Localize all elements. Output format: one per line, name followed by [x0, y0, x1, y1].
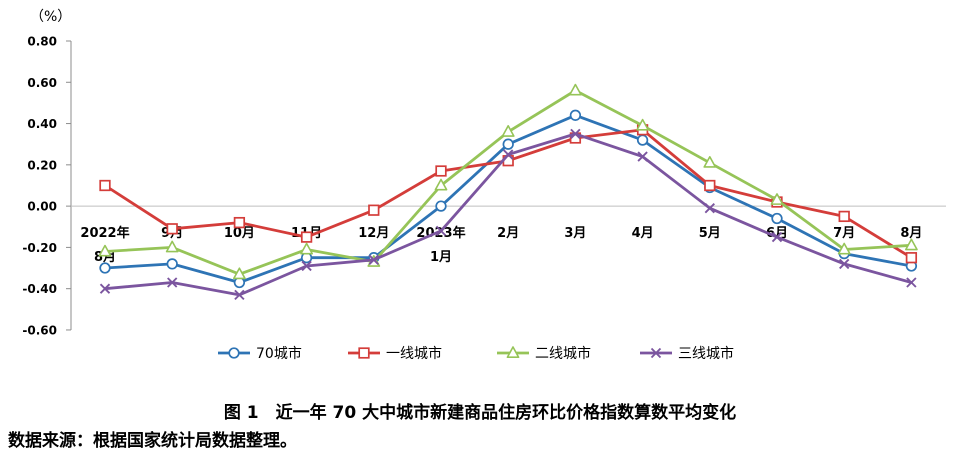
data-point-tier-2-cities — [703, 155, 717, 168]
data-point-70-cities — [502, 138, 514, 150]
data-point-tier-1-cities — [368, 204, 380, 216]
x-tick-label: 5月 — [699, 226, 721, 241]
data-point-tier-1-cities — [905, 252, 918, 264]
x-tick-label: 10月 — [224, 226, 255, 241]
data-point-70-cities — [569, 109, 582, 121]
legend-label: 三线城市 — [678, 345, 734, 362]
y-tick-label: 0.80 — [27, 35, 57, 49]
axes: 0.80 0.60 0.40 0.20 0.00 -0.20 -0.40 -0.60 — [22, 35, 946, 338]
data-point-70-cities — [771, 212, 783, 225]
y-tick-label: -0.20 — [22, 241, 57, 255]
data-point-tier-1-cities — [435, 165, 447, 177]
series-tier-2-cities — [98, 83, 918, 280]
x-tick-label: 12月 — [358, 226, 389, 241]
data-point-tier-3-cities — [704, 203, 715, 214]
legend-cross-marker-icon — [650, 347, 662, 359]
legend-item-tier-1-cities: 一线城市 — [348, 345, 442, 362]
data-point-tier-3-cities — [637, 151, 648, 162]
data-point-tier-3-cities — [771, 231, 783, 243]
data-point-tier-2-cities — [770, 193, 784, 205]
legend-item-70-cities: 70城市 — [218, 345, 302, 362]
x-tick-label: 8月 — [900, 226, 922, 241]
y-tick-label: 0.00 — [27, 200, 57, 214]
data-point-tier-1-cities — [99, 179, 111, 192]
x-tick-label-line: 8月 — [94, 250, 116, 265]
data-point-tier-1-cities — [166, 223, 178, 235]
data-point-tier-1-cities — [300, 231, 313, 243]
x-tick-label: 4月 — [632, 226, 654, 241]
y-tick-label: 0.20 — [27, 158, 57, 172]
y-tick-label: -0.60 — [22, 324, 57, 338]
data-point-tier-3-cities — [99, 283, 111, 294]
data-point-tier-2-cities — [501, 125, 515, 137]
legend-label: 二线城市 — [535, 345, 591, 362]
figure-caption: 图 1 近一年 70 大中城市新建商品住房环比价格指数算数平均变化 — [223, 403, 737, 423]
x-tick-label: 3月 — [564, 226, 586, 241]
data-point-tier-3-cities — [301, 260, 312, 272]
legend-triangle-marker-icon — [506, 346, 520, 359]
data-point-tier-2-cities — [434, 178, 448, 191]
data-point-70-cities — [435, 200, 447, 212]
y-tick-label: 0.40 — [27, 117, 57, 131]
data-point-tier-2-cities — [837, 242, 851, 255]
data-point-tier-2-cities — [165, 240, 179, 253]
x-tick-label: 2月 — [497, 226, 519, 241]
data-point-tier-2-cities — [300, 242, 314, 255]
data-point-tier-3-cities — [368, 254, 379, 265]
line-chart: （%） 0.800.600.400.200.00-0.20-0.40-0.60 … — [22, 9, 946, 362]
data-point-tier-2-cities — [98, 244, 112, 257]
legend: 70城市 一线城市 二线城市 三线城市 — [218, 345, 734, 362]
data-point-tier-2-cities — [233, 267, 246, 280]
legend-circle-marker-icon — [228, 347, 240, 359]
legend-label: 70城市 — [256, 345, 302, 362]
data-point-tier-3-cities — [234, 289, 245, 301]
x-tick-label: 6月 — [766, 226, 788, 241]
data-point-70-cities — [99, 262, 111, 274]
data-point-70-cities — [636, 134, 649, 146]
x-tick-label: 2022年 8月 — [80, 225, 129, 265]
data-point-tier-3-cities — [167, 277, 178, 288]
data-point-70-cities — [166, 258, 178, 270]
series-tier-3-cities — [99, 128, 917, 301]
legend-item-tier-3-cities: 三线城市 — [640, 345, 734, 362]
x-tick-label-line: 2022年 — [80, 225, 129, 241]
data-point-tier-1-cities — [704, 179, 716, 192]
data-point-tier-2-cities — [904, 238, 918, 251]
series-layer — [98, 83, 918, 301]
legend-label: 一线城市 — [386, 345, 442, 362]
x-tick-label-line: 1月 — [430, 250, 452, 265]
series-line-tier-2-cities — [103, 89, 913, 276]
data-point-tier-3-cities — [435, 225, 447, 237]
x-tick-label: 7月 — [833, 226, 855, 241]
data-point-tier-1-cities — [233, 216, 246, 229]
data-point-tier-2-cities — [568, 83, 582, 96]
series-70-cities — [99, 109, 918, 289]
data-point-tier-3-cities — [570, 128, 581, 140]
data-point-tier-3-cities — [906, 277, 917, 288]
data-point-tier-1-cities — [838, 210, 850, 223]
y-tick-label: -0.40 — [22, 282, 57, 296]
data-source-note: 数据来源：根据国家统计局数据整理。 — [8, 431, 297, 451]
data-point-tier-3-cities — [839, 258, 850, 270]
y-axis-unit-label: （%） — [30, 9, 71, 25]
y-tick-label: 0.60 — [27, 76, 57, 90]
legend-square-marker-icon — [358, 347, 370, 359]
data-point-tier-3-cities — [503, 149, 514, 160]
legend-item-tier-2-cities: 二线城市 — [497, 345, 591, 362]
data-point-tier-2-cities — [636, 118, 650, 131]
